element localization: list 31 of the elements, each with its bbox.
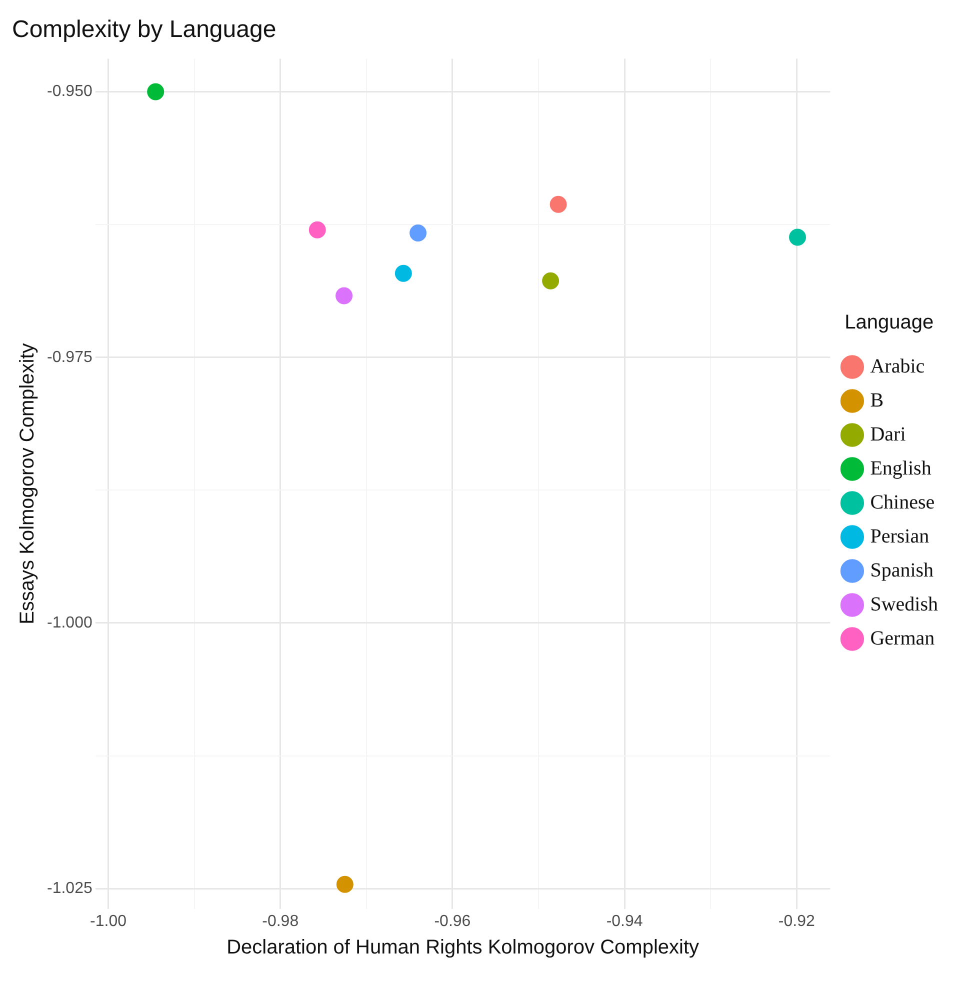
- y-tick-label: -0.950: [46, 83, 92, 100]
- legend-label: German: [870, 627, 935, 650]
- legend-label: Persian: [870, 525, 930, 548]
- legend-label: Spanish: [870, 559, 934, 582]
- point: [550, 196, 567, 213]
- x-tick-label: -1.00: [90, 912, 127, 930]
- x-tick-label: -0.94: [606, 912, 643, 930]
- point: [410, 224, 427, 242]
- x-axis-title: Declaration of Human Rights Kolmogorov Complexity: [226, 936, 700, 959]
- point: [394, 264, 412, 282]
- chart-title: Complexity by Language: [12, 16, 276, 44]
- point: [542, 272, 560, 290]
- y-axis-title: Essays Kolmogorov Complexity: [16, 343, 39, 624]
- legend-label: B: [870, 389, 884, 412]
- legend-label: Swedish: [870, 593, 938, 616]
- legend-label: English: [870, 457, 932, 480]
- point: [336, 876, 354, 893]
- x-tick-label: -0.92: [778, 912, 815, 930]
- legend-label: Arabic: [870, 355, 925, 378]
- y-tick-label: -0.975: [46, 348, 92, 366]
- y-tick-label: -1.025: [46, 880, 92, 898]
- x-tick-label: -0.96: [434, 912, 471, 930]
- point: [308, 221, 326, 238]
- x-tick-label: -0.98: [262, 912, 299, 930]
- y-tick-label: -1.000: [46, 614, 92, 632]
- point: [336, 287, 353, 304]
- legend-label: Chinese: [870, 491, 935, 514]
- legend-title: Language: [844, 312, 934, 334]
- legend-label: Dari: [870, 423, 906, 446]
- point: [789, 228, 806, 246]
- point: [147, 83, 164, 100]
